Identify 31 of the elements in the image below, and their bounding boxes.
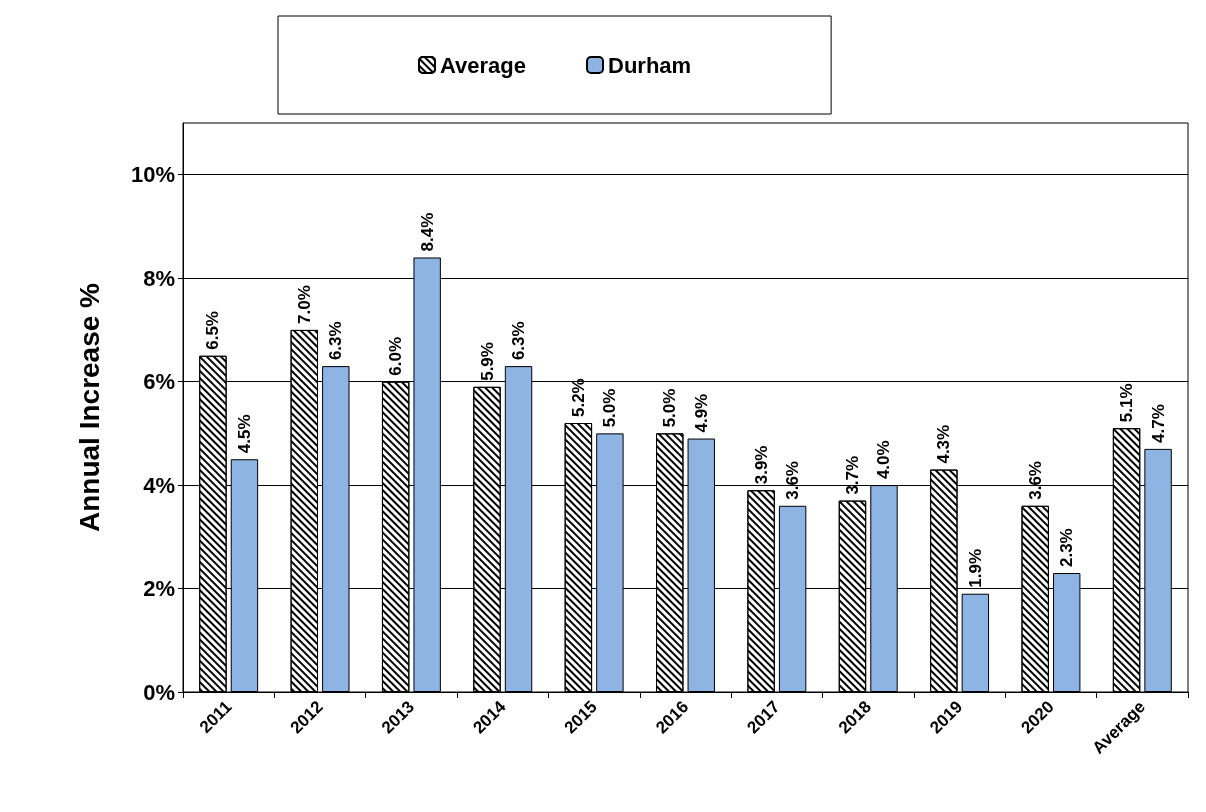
data-label: 4.3%	[934, 424, 954, 464]
data-label: 4.0%	[874, 440, 894, 480]
data-label: 2.3%	[1057, 528, 1077, 568]
data-label: 3.7%	[842, 455, 862, 495]
data-label: 4.5%	[234, 414, 254, 454]
data-label: 8.4%	[417, 212, 437, 252]
y-tick-label: 4%	[143, 472, 175, 498]
data-label: 3.9%	[751, 445, 771, 485]
y-tick-label: 8%	[143, 265, 175, 291]
legend-label: Durham	[608, 52, 692, 78]
data-label: 4.7%	[1148, 404, 1168, 443]
y-axis-title: Annual Increase %	[73, 282, 105, 532]
data-label: 5.2%	[568, 378, 588, 418]
data-label: 7.0%	[294, 285, 314, 324]
data-label: 6.5%	[203, 311, 223, 350]
data-label: 5.9%	[477, 342, 497, 381]
data-label: 3.6%	[783, 461, 803, 500]
y-tick-label: 2%	[143, 576, 175, 602]
data-label: 3.6%	[1025, 461, 1045, 500]
data-label: 5.0%	[600, 388, 620, 428]
legend-label: Average	[440, 52, 527, 78]
data-label: 5.0%	[660, 388, 680, 428]
data-label: 5.1%	[1117, 383, 1137, 423]
data-label: 6.3%	[509, 321, 529, 361]
y-tick-label: 10%	[130, 162, 175, 188]
y-tick-label: 6%	[143, 369, 175, 395]
y-tick-label: 0%	[143, 679, 175, 705]
data-label: 1.9%	[965, 548, 985, 588]
data-label: 6.0%	[386, 336, 406, 376]
data-label: 6.3%	[326, 321, 346, 361]
data-label: 4.9%	[691, 393, 711, 433]
